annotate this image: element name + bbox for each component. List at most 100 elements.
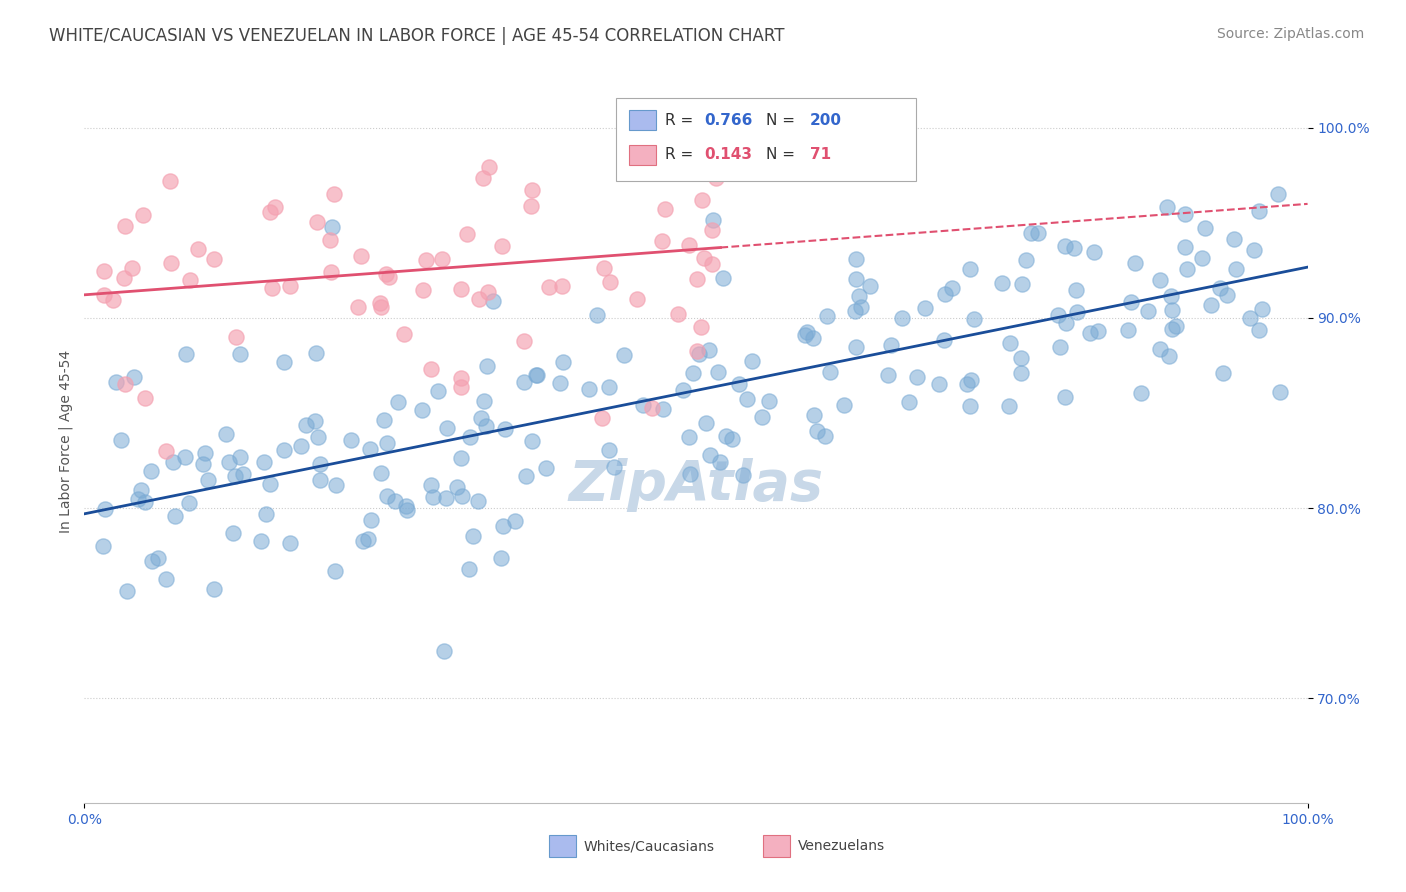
Point: [1118, 323, 1140, 337]
Point: [991, 276, 1014, 290]
Point: [1239, 310, 1261, 325]
Point: [941, 280, 963, 294]
Point: [134, 392, 156, 406]
Point: [450, 489, 472, 503]
Point: [307, 430, 329, 444]
Bar: [628, 110, 655, 130]
Point: [374, 267, 396, 281]
Point: [375, 436, 398, 450]
Point: [101, 293, 124, 307]
Point: [1021, 226, 1043, 240]
Point: [956, 377, 979, 392]
Point: [229, 347, 252, 361]
Point: [1083, 244, 1105, 259]
Point: [232, 467, 254, 482]
Point: [960, 373, 983, 387]
Point: [467, 494, 489, 508]
Point: [472, 394, 495, 409]
Point: [551, 355, 574, 369]
Point: [91, 539, 114, 553]
Point: [155, 572, 177, 586]
Bar: [550, 835, 576, 857]
Point: [321, 219, 343, 234]
Point: [515, 468, 537, 483]
Point: [1250, 302, 1272, 317]
Point: [340, 433, 363, 447]
Point: [1249, 323, 1271, 337]
Point: [491, 239, 513, 253]
Point: [254, 507, 277, 521]
Point: [114, 219, 136, 233]
Point: [1078, 326, 1101, 341]
Point: [325, 478, 347, 492]
Point: [524, 368, 547, 383]
Point: [350, 249, 373, 263]
Point: [278, 279, 301, 293]
Point: [434, 491, 457, 505]
Point: [598, 443, 620, 458]
Point: [1216, 288, 1239, 302]
Point: [174, 450, 197, 464]
Point: [1053, 238, 1076, 252]
Point: [1161, 303, 1184, 318]
Point: [1161, 321, 1184, 335]
Point: [259, 205, 281, 219]
Point: [735, 392, 758, 406]
Text: 0.143: 0.143: [704, 147, 752, 162]
Text: N =: N =: [766, 147, 800, 162]
Point: [278, 535, 301, 549]
Point: [215, 426, 238, 441]
Point: [1011, 277, 1033, 292]
Point: [357, 532, 380, 546]
Point: [93, 287, 115, 301]
Point: [593, 260, 616, 275]
Point: [1174, 240, 1197, 254]
Point: [468, 292, 491, 306]
Point: [1066, 305, 1088, 319]
Point: [1015, 253, 1038, 268]
Point: [914, 301, 936, 316]
Point: [815, 310, 838, 324]
Text: N =: N =: [766, 112, 800, 128]
Point: [387, 395, 409, 409]
Point: [648, 154, 671, 169]
Point: [114, 376, 136, 391]
Point: [430, 252, 453, 267]
Point: [492, 518, 515, 533]
Point: [202, 252, 225, 267]
Point: [793, 327, 815, 342]
Point: [714, 429, 737, 443]
Point: [520, 183, 543, 197]
Point: [1010, 351, 1032, 365]
Point: [654, 202, 676, 216]
Point: [494, 422, 516, 436]
Point: [1159, 349, 1181, 363]
Text: R =: R =: [665, 112, 699, 128]
Point: [321, 265, 343, 279]
Point: [378, 269, 401, 284]
Point: [963, 312, 986, 326]
Point: [218, 455, 240, 469]
Point: [115, 584, 138, 599]
Point: [148, 550, 170, 565]
Point: [250, 533, 273, 548]
Point: [155, 444, 177, 458]
Point: [1123, 256, 1146, 270]
Point: [304, 414, 326, 428]
Point: [370, 300, 392, 314]
Point: [845, 252, 868, 266]
Point: [688, 347, 710, 361]
Text: Whites/Caucasians: Whites/Caucasians: [583, 839, 714, 853]
Point: [844, 340, 866, 354]
Point: [309, 457, 332, 471]
Point: [446, 480, 468, 494]
Point: [202, 582, 225, 597]
Point: [551, 278, 574, 293]
Point: [368, 296, 391, 310]
Point: [1026, 226, 1049, 240]
Point: [395, 503, 418, 517]
Point: [1149, 272, 1171, 286]
Point: [420, 362, 443, 376]
Point: [478, 160, 501, 174]
Point: [174, 347, 197, 361]
